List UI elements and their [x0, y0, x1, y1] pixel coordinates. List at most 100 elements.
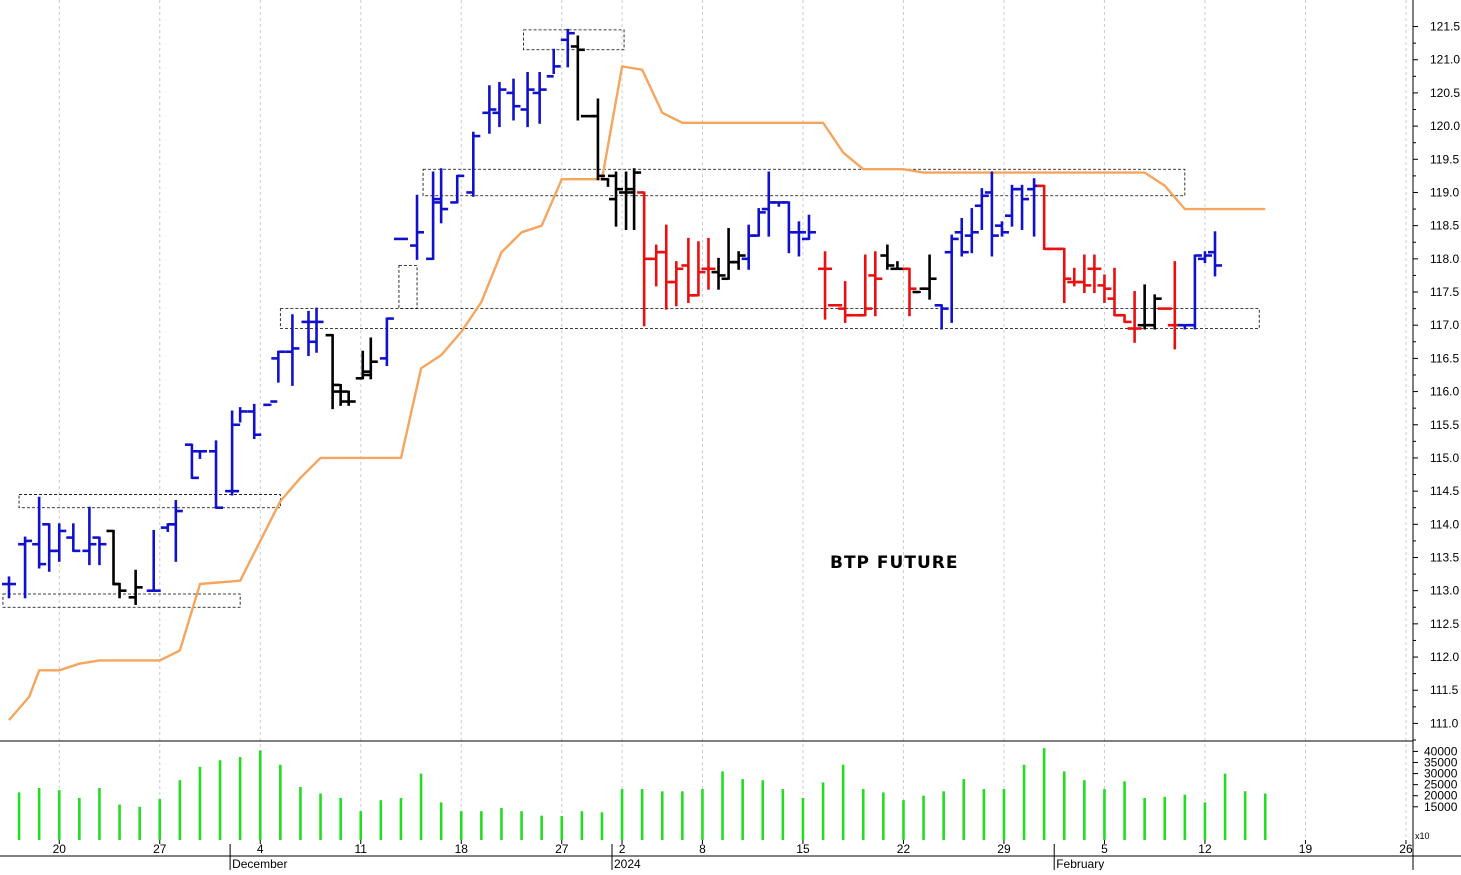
price-tick-label: 119.5 — [1430, 152, 1459, 166]
price-tick-label: 113.0 — [1430, 584, 1459, 598]
ohlc-bar — [619, 171, 634, 230]
ohlc-bar — [818, 251, 833, 320]
ohlc-bar — [341, 390, 356, 406]
ohlc-bar — [1147, 294, 1162, 330]
ohlc-bar — [1097, 274, 1112, 303]
ohlc-bar — [828, 303, 843, 307]
volume-bars — [17, 748, 1267, 840]
ohlc-bar — [52, 523, 67, 562]
ohlc-bar — [731, 251, 746, 270]
price-tick-label: 120.0 — [1430, 119, 1460, 133]
congestion-zone-box — [422, 168, 1186, 197]
ohlc-bar — [922, 254, 937, 300]
ohlc-bars — [2, 28, 1222, 605]
ohlc-bar — [1197, 251, 1212, 264]
ohlc-bar — [333, 383, 348, 406]
ohlc-bar — [669, 261, 684, 307]
ohlc-bar — [944, 234, 959, 323]
ohlc-bar — [325, 333, 340, 410]
congestion-zone-box — [398, 265, 418, 310]
ohlc-bar — [209, 440, 224, 510]
ohlc-bar — [355, 350, 370, 380]
day-label: 20 — [53, 842, 67, 856]
congestion-zone-box — [279, 308, 1260, 329]
ohlc-bar — [434, 168, 449, 224]
ohlc-bar — [520, 72, 535, 128]
day-label: 11 — [355, 842, 368, 856]
ohlc-bar — [66, 523, 81, 553]
day-label: 4 — [257, 842, 264, 856]
volume-tick-label: 20000 — [1424, 789, 1458, 803]
ohlc-bar — [128, 569, 143, 605]
ohlc-bar — [880, 244, 895, 270]
day-label: 8 — [699, 842, 706, 856]
ohlc-bar — [994, 221, 1009, 237]
day-label: 29 — [997, 842, 1011, 856]
ohlc-bar — [570, 35, 585, 121]
ohlc-bar — [600, 174, 615, 187]
ohlc-bar — [609, 171, 624, 227]
ohlc-bar — [902, 267, 917, 317]
price-tick-label: 113.5 — [1430, 550, 1459, 564]
ohlc-bar — [263, 400, 278, 407]
price-tick-label: 121.0 — [1430, 53, 1460, 67]
ohlc-bar — [285, 314, 300, 386]
price-tick-label: 118.0 — [1430, 252, 1459, 266]
ohlc-bar — [1157, 307, 1172, 310]
ohlc-bar — [984, 171, 999, 257]
month-label: February — [1056, 857, 1104, 870]
ohlc-bar — [701, 237, 716, 290]
ohlc-bar — [92, 536, 107, 566]
day-label: 22 — [897, 842, 911, 856]
ohlc-bar — [974, 188, 989, 230]
price-tick-label: 116.5 — [1430, 351, 1459, 365]
ohlc-bar — [1117, 313, 1132, 324]
price-tick-label: 120.5 — [1430, 86, 1460, 100]
day-label: 18 — [455, 842, 469, 856]
ohlc-bar — [233, 407, 248, 427]
price-tick-label: 114.5 — [1430, 484, 1459, 498]
ohlc-bar — [1077, 254, 1092, 294]
ohlc-bar — [546, 48, 561, 78]
ohlc-bar — [858, 254, 873, 317]
price-tick-label: 112.5 — [1430, 617, 1459, 631]
ohlc-bar — [506, 78, 521, 121]
ohlc-bar — [168, 500, 183, 562]
ohlc-bar — [934, 303, 949, 330]
ohlc-bar — [426, 171, 441, 261]
month-label: December — [232, 857, 287, 870]
month-label: 2024 — [614, 857, 641, 870]
day-label: 5 — [1101, 842, 1108, 856]
price-tick-label: 114.0 — [1430, 517, 1459, 531]
price-tick-label: 112.0 — [1430, 650, 1459, 664]
volume-tick-label: 25000 — [1424, 778, 1458, 792]
ohlc-bar — [711, 257, 726, 290]
price-tick-label: 116.0 — [1430, 385, 1459, 399]
ohlc-bar — [964, 208, 979, 254]
ohlc-bar — [560, 28, 575, 68]
congestion-zone-box — [523, 29, 625, 51]
day-label: 15 — [796, 842, 810, 856]
day-label: 26 — [1399, 842, 1413, 856]
ohlc-bar — [1015, 184, 1030, 230]
ohlc-bar — [1208, 231, 1222, 277]
ohlc-bar — [271, 350, 286, 383]
price-tick-label: 117.0 — [1430, 318, 1459, 332]
price-tick-label: 118.5 — [1430, 219, 1459, 233]
ohlc-bar — [532, 72, 547, 124]
price-tick-label: 111.0 — [1430, 716, 1459, 730]
price-tick-label: 119.0 — [1430, 185, 1459, 199]
ohlc-bar — [868, 251, 883, 317]
ohlc-bar — [492, 81, 507, 128]
trailing-stop-polyline — [8, 65, 1266, 721]
ohlc-bar — [482, 85, 497, 134]
congestion-zones — [2, 29, 1260, 608]
ohlc-bar — [751, 208, 766, 237]
ohlc-bar — [2, 576, 16, 599]
trailing-stop-line — [8, 65, 1266, 721]
ohlc-bar — [1127, 291, 1142, 343]
